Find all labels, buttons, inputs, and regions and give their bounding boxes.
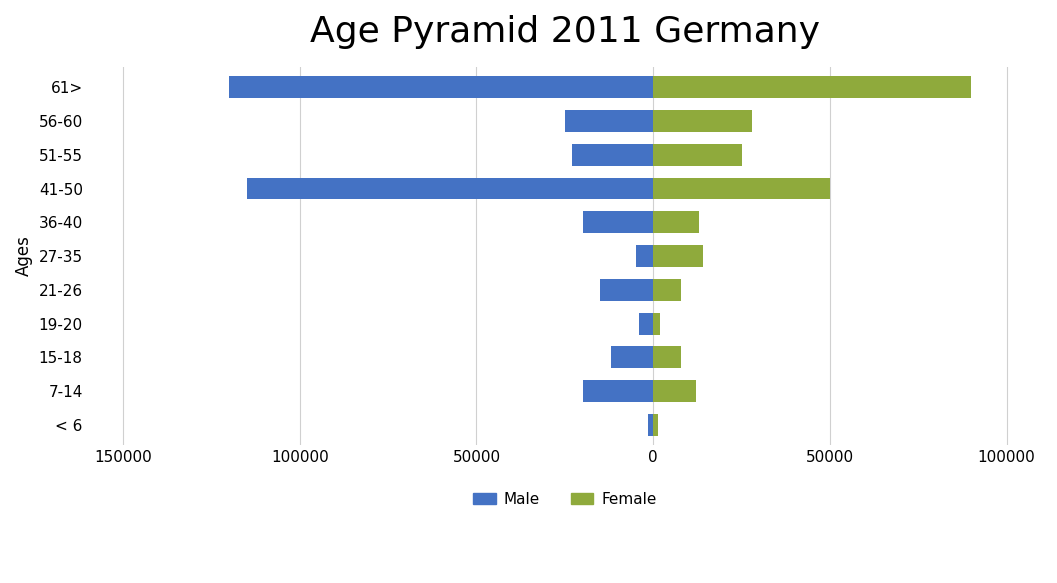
Bar	[653, 346, 682, 368]
Bar	[648, 414, 653, 436]
Bar	[653, 178, 830, 199]
Bar	[653, 380, 696, 402]
Bar	[653, 279, 682, 301]
Bar	[229, 76, 653, 98]
Bar	[653, 76, 971, 98]
Bar	[653, 245, 703, 267]
Y-axis label: Ages: Ages	[15, 236, 33, 276]
Bar	[639, 312, 653, 335]
Legend: Male, Female: Male, Female	[467, 486, 663, 513]
Title: Age Pyramid 2011 Germany: Age Pyramid 2011 Germany	[310, 15, 820, 49]
Bar	[653, 312, 661, 335]
Bar	[653, 144, 742, 166]
Bar	[582, 380, 653, 402]
Bar	[653, 110, 753, 132]
Bar	[572, 144, 653, 166]
Bar	[653, 211, 699, 233]
Bar	[611, 346, 653, 368]
Bar	[582, 211, 653, 233]
Bar	[600, 279, 653, 301]
Bar	[653, 414, 659, 436]
Bar	[635, 245, 653, 267]
Bar	[246, 178, 653, 199]
Bar	[564, 110, 653, 132]
